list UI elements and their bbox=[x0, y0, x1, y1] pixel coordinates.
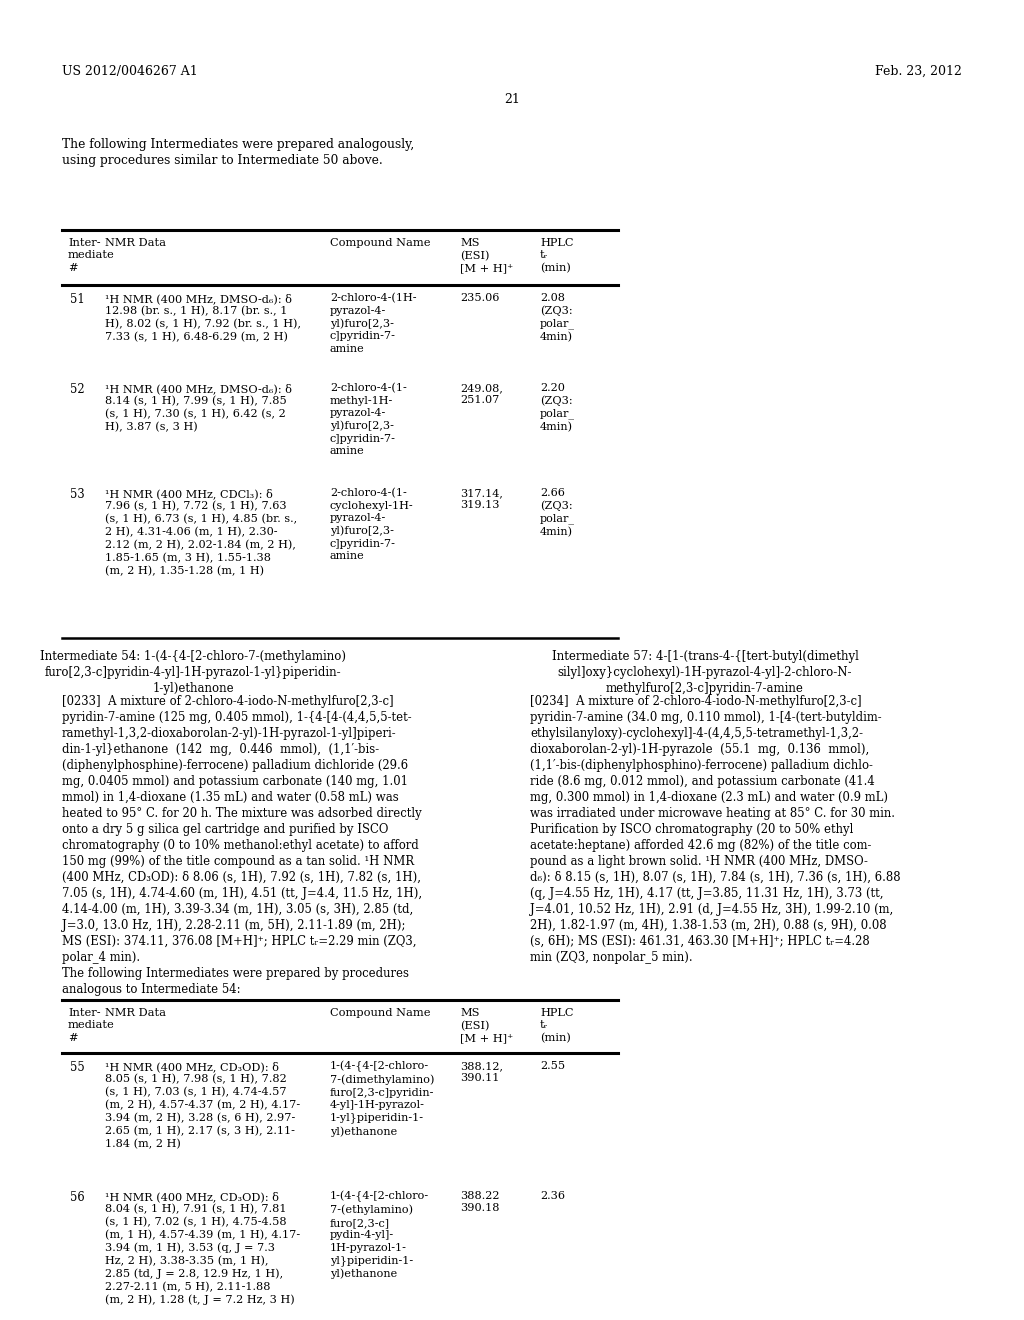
Text: ¹H NMR (400 MHz, DMSO-d₆): δ
8.14 (s, 1 H), 7.99 (s, 1 H), 7.85
(s, 1 H), 7.30 (: ¹H NMR (400 MHz, DMSO-d₆): δ 8.14 (s, 1 … bbox=[105, 383, 292, 433]
Text: 52: 52 bbox=[70, 383, 85, 396]
Text: 1-(4-{4-[2-chloro-
7-(ethylamino)
furo[2,3-c]
pydin-4-yl]-
1H-pyrazol-1-
yl}pipe: 1-(4-{4-[2-chloro- 7-(ethylamino) furo[2… bbox=[330, 1191, 429, 1279]
Text: Compound Name: Compound Name bbox=[330, 238, 430, 248]
Text: 2.08
(ZQ3:
polar_
4min): 2.08 (ZQ3: polar_ 4min) bbox=[540, 293, 575, 342]
Text: 51: 51 bbox=[70, 293, 85, 306]
Text: ¹H NMR (400 MHz, CD₃OD): δ
8.04 (s, 1 H), 7.91 (s, 1 H), 7.81
(s, 1 H), 7.02 (s,: ¹H NMR (400 MHz, CD₃OD): δ 8.04 (s, 1 H)… bbox=[105, 1191, 300, 1305]
Text: ¹H NMR (400 MHz, CDCl₃): δ
7.96 (s, 1 H), 7.72 (s, 1 H), 7.63
(s, 1 H), 6.73 (s,: ¹H NMR (400 MHz, CDCl₃): δ 7.96 (s, 1 H)… bbox=[105, 488, 297, 576]
Text: Intermediate 57: 4-[1-(trans-4-{[tert-butyl(dimethyl
silyl]oxy}cyclohexyl)-1H-py: Intermediate 57: 4-[1-(trans-4-{[tert-bu… bbox=[552, 649, 858, 696]
Text: 235.06: 235.06 bbox=[460, 293, 500, 304]
Text: NMR Data: NMR Data bbox=[105, 238, 166, 248]
Text: 55: 55 bbox=[70, 1061, 85, 1074]
Text: 53: 53 bbox=[70, 488, 85, 502]
Text: 388.12,
390.11: 388.12, 390.11 bbox=[460, 1061, 503, 1084]
Text: 317.14,
319.13: 317.14, 319.13 bbox=[460, 488, 503, 511]
Text: Feb. 23, 2012: Feb. 23, 2012 bbox=[876, 65, 962, 78]
Text: Inter-
mediate
#: Inter- mediate # bbox=[68, 238, 115, 273]
Text: ¹H NMR (400 MHz, CD₃OD): δ
8.05 (s, 1 H), 7.98 (s, 1 H), 7.82
(s, 1 H), 7.03 (s,: ¹H NMR (400 MHz, CD₃OD): δ 8.05 (s, 1 H)… bbox=[105, 1061, 300, 1148]
Text: 2-chloro-4-(1-
methyl-1H-
pyrazol-4-
yl)furo[2,3-
c]pyridin-7-
amine: 2-chloro-4-(1- methyl-1H- pyrazol-4- yl)… bbox=[330, 383, 407, 455]
Text: 2-chloro-4-(1-
cyclohexyl-1H-
pyrazol-4-
yl)furo[2,3-
c]pyridin-7-
amine: 2-chloro-4-(1- cyclohexyl-1H- pyrazol-4-… bbox=[330, 488, 414, 561]
Text: Compound Name: Compound Name bbox=[330, 1008, 430, 1018]
Text: MS
(ESI)
[M + H]⁺: MS (ESI) [M + H]⁺ bbox=[460, 238, 513, 273]
Text: 2.20
(ZQ3:
polar_
4min): 2.20 (ZQ3: polar_ 4min) bbox=[540, 383, 575, 432]
Text: MS
(ESI)
[M + H]⁺: MS (ESI) [M + H]⁺ bbox=[460, 1008, 513, 1043]
Text: 249.08,
251.07: 249.08, 251.07 bbox=[460, 383, 503, 405]
Text: 2.55: 2.55 bbox=[540, 1061, 565, 1071]
Text: Inter-
mediate
#: Inter- mediate # bbox=[68, 1008, 115, 1043]
Text: The following Intermediates were prepared analogously,
using procedures similar : The following Intermediates were prepare… bbox=[62, 139, 415, 168]
Text: NMR Data: NMR Data bbox=[105, 1008, 166, 1018]
Text: 1-(4-{4-[2-chloro-
7-(dimethylamino)
furo[2,3-c]pyridin-
4-yl]-1H-pyrazol-
1-yl}: 1-(4-{4-[2-chloro- 7-(dimethylamino) fur… bbox=[330, 1061, 434, 1137]
Text: [0234]  A mixture of 2-chloro-4-iodo-N-methylfuro[2,3-c]
pyridin-7-amine (34.0 m: [0234] A mixture of 2-chloro-4-iodo-N-me… bbox=[530, 696, 901, 964]
Text: 2.66
(ZQ3:
polar_
4min): 2.66 (ZQ3: polar_ 4min) bbox=[540, 488, 575, 537]
Text: 2-chloro-4-(1H-
pyrazol-4-
yl)furo[2,3-
c]pyridin-7-
amine: 2-chloro-4-(1H- pyrazol-4- yl)furo[2,3- … bbox=[330, 293, 417, 354]
Text: 56: 56 bbox=[70, 1191, 85, 1204]
Text: HPLC
tᵣ
(min): HPLC tᵣ (min) bbox=[540, 238, 573, 273]
Text: 388.22
390.18: 388.22 390.18 bbox=[460, 1191, 500, 1213]
Text: ¹H NMR (400 MHz, DMSO-d₆): δ
12.98 (br. s., 1 H), 8.17 (br. s., 1
H), 8.02 (s, 1: ¹H NMR (400 MHz, DMSO-d₆): δ 12.98 (br. … bbox=[105, 293, 301, 342]
Text: Intermediate 54: 1-(4-{4-[2-chloro-7-(methylamino)
furo[2,3-c]pyridin-4-yl]-1H-p: Intermediate 54: 1-(4-{4-[2-chloro-7-(me… bbox=[40, 649, 346, 696]
Text: [0233]  A mixture of 2-chloro-4-iodo-N-methylfuro[2,3-c]
pyridin-7-amine (125 mg: [0233] A mixture of 2-chloro-4-iodo-N-me… bbox=[62, 696, 422, 997]
Text: US 2012/0046267 A1: US 2012/0046267 A1 bbox=[62, 65, 198, 78]
Text: 2.36: 2.36 bbox=[540, 1191, 565, 1201]
Text: 21: 21 bbox=[504, 92, 520, 106]
Text: HPLC
tᵣ
(min): HPLC tᵣ (min) bbox=[540, 1008, 573, 1043]
